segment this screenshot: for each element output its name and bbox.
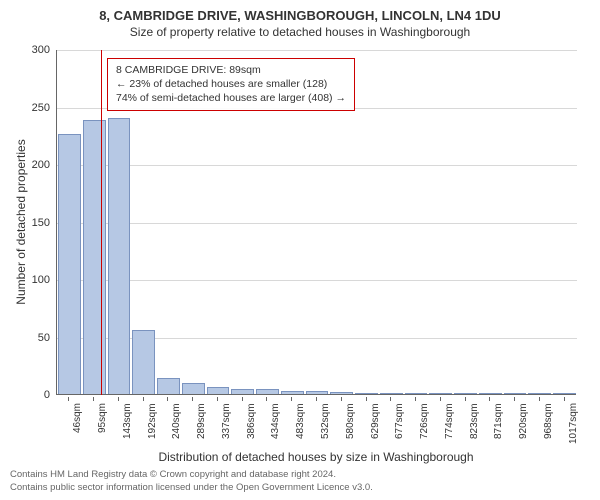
x-tick-label: 871sqm xyxy=(493,403,504,439)
bar xyxy=(83,120,106,394)
property-marker-line xyxy=(101,50,102,395)
y-tick-label: 100 xyxy=(20,274,50,286)
page-title: 8, CAMBRIDGE DRIVE, WASHINGBOROUGH, LINC… xyxy=(0,0,600,23)
y-tick-label: 300 xyxy=(20,44,50,56)
footer: Contains HM Land Registry data © Crown c… xyxy=(10,469,373,494)
x-tick-label: 580sqm xyxy=(345,403,356,439)
x-tick-label: 968sqm xyxy=(543,403,554,439)
x-tickmark xyxy=(564,397,565,401)
bar xyxy=(528,393,551,394)
x-tick-label: 774sqm xyxy=(444,403,455,439)
x-tick-label: 483sqm xyxy=(295,403,306,439)
y-tick-label: 0 xyxy=(20,389,50,401)
annotation-line-1: 8 CAMBRIDGE DRIVE: 89sqm xyxy=(116,63,346,77)
x-tickmark xyxy=(366,397,367,401)
bar xyxy=(281,391,304,394)
x-tickmark xyxy=(539,397,540,401)
x-tickmark xyxy=(266,397,267,401)
chart-container: 8, CAMBRIDGE DRIVE, WASHINGBOROUGH, LINC… xyxy=(0,0,600,500)
x-tick-label: 289sqm xyxy=(196,403,207,439)
x-tickmark xyxy=(68,397,69,401)
x-tickmark xyxy=(341,397,342,401)
x-tickmark xyxy=(192,397,193,401)
x-tick-label: 629sqm xyxy=(370,403,381,439)
x-tickmark xyxy=(167,397,168,401)
annotation-line-2: ← 23% of detached houses are smaller (12… xyxy=(116,77,346,91)
y-tick-label: 50 xyxy=(20,332,50,344)
x-tick-label: 337sqm xyxy=(221,403,232,439)
x-tickmark xyxy=(242,397,243,401)
bar xyxy=(330,392,353,394)
x-tick-label: 434sqm xyxy=(270,403,281,439)
x-tick-label: 192sqm xyxy=(147,403,158,439)
bar xyxy=(157,378,180,394)
bar xyxy=(504,393,527,394)
bar xyxy=(479,393,502,394)
bar xyxy=(207,387,230,394)
footer-line-1: Contains HM Land Registry data © Crown c… xyxy=(10,469,373,481)
x-tickmark xyxy=(489,397,490,401)
chart-area: Number of detached properties 8 CAMBRIDG… xyxy=(56,50,576,395)
x-axis-label: Distribution of detached houses by size … xyxy=(56,450,576,464)
bar xyxy=(256,389,279,394)
x-tickmark xyxy=(143,397,144,401)
x-tickmark xyxy=(217,397,218,401)
x-tick-label: 240sqm xyxy=(171,403,182,439)
annotation-line-3: 74% of semi-detached houses are larger (… xyxy=(116,91,346,105)
bar xyxy=(306,391,329,394)
x-tick-label: 532sqm xyxy=(320,403,331,439)
x-tickmark xyxy=(440,397,441,401)
bar xyxy=(132,330,155,394)
bar xyxy=(429,393,452,394)
x-tick-label: 143sqm xyxy=(122,403,133,439)
x-tickmark xyxy=(93,397,94,401)
bar xyxy=(454,393,477,394)
page-subtitle: Size of property relative to detached ho… xyxy=(0,23,600,45)
x-tick-label: 677sqm xyxy=(394,403,405,439)
x-tick-label: 726sqm xyxy=(419,403,430,439)
bar xyxy=(58,134,81,394)
x-tick-label: 920sqm xyxy=(518,403,529,439)
x-tickmark xyxy=(514,397,515,401)
x-tickmark xyxy=(291,397,292,401)
bar xyxy=(108,118,131,394)
plot: 8 CAMBRIDGE DRIVE: 89sqm ← 23% of detach… xyxy=(56,50,576,395)
x-tickmark xyxy=(390,397,391,401)
x-tick-label: 95sqm xyxy=(97,403,108,433)
bar xyxy=(355,393,378,394)
x-tickmark xyxy=(415,397,416,401)
x-tick-label: 1017sqm xyxy=(568,403,579,444)
bar xyxy=(231,389,254,394)
x-tick-label: 46sqm xyxy=(72,403,83,433)
y-tick-label: 250 xyxy=(20,102,50,114)
y-tick-label: 200 xyxy=(20,159,50,171)
bar xyxy=(182,383,205,395)
annotation-box: 8 CAMBRIDGE DRIVE: 89sqm ← 23% of detach… xyxy=(107,58,355,111)
x-tick-label: 823sqm xyxy=(469,403,480,439)
x-tick-label: 386sqm xyxy=(246,403,257,439)
bar xyxy=(405,393,428,394)
footer-line-2: Contains public sector information licen… xyxy=(10,482,373,494)
x-ticks: 46sqm 95sqm 143sqm 192sqm 240sqm 289sqm 337sqm… xyxy=(56,397,576,447)
x-tickmark xyxy=(118,397,119,401)
y-tick-label: 150 xyxy=(20,217,50,229)
x-tickmark xyxy=(465,397,466,401)
bar xyxy=(380,393,403,394)
bar xyxy=(553,393,576,394)
x-tickmark xyxy=(316,397,317,401)
